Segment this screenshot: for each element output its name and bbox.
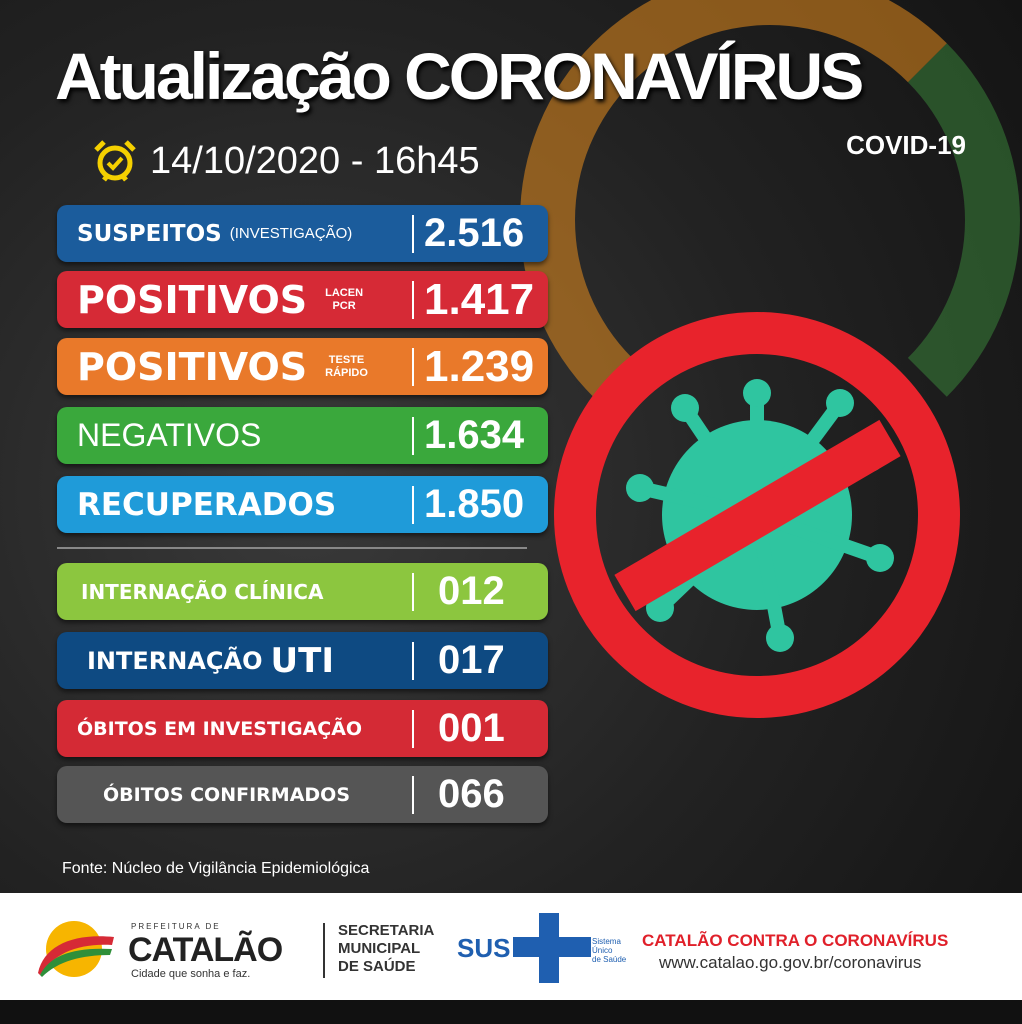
label: ÓBITOS CONFIRMADOS — [103, 783, 351, 806]
value: 1.417 — [424, 274, 535, 324]
sublabel: RÁPIDO — [325, 366, 368, 379]
sublabel: (INVESTIGAÇÃO) — [229, 225, 353, 242]
page-title: Atualização CORONAVÍRUS — [55, 39, 864, 113]
row-obitos-investigacao: ÓBITOS EM INVESTIGAÇÃO 001 — [57, 700, 548, 757]
label: NEGATIVOS — [77, 417, 262, 453]
slogan: Cidade que sonha e faz. — [131, 968, 251, 980]
alarm-clock-icon — [94, 140, 136, 182]
subtitle: COVID-19 — [846, 130, 966, 160]
value: 012 — [438, 569, 505, 613]
sublabel: TESTE — [328, 353, 365, 366]
sublabel: PCR — [332, 299, 356, 312]
prefeitura-label: PREFEITURA DE — [131, 922, 221, 931]
value: 066 — [438, 772, 505, 816]
update-datetime: 14/10/2020 - 16h45 — [150, 140, 480, 182]
value: 2.516 — [424, 211, 525, 255]
sublabel: LACEN — [325, 286, 364, 299]
label-uti: UTI — [270, 640, 334, 681]
label: RECUPERADOS — [77, 486, 337, 523]
divider — [57, 547, 527, 549]
website-link[interactable]: www.catalao.go.gov.br/coronavirus — [659, 953, 922, 972]
row-internacao-uti: INTERNAÇÃO UTI 017 — [57, 632, 548, 689]
bottom-bar — [0, 1000, 1022, 1024]
value: 1.634 — [424, 413, 525, 457]
city-name: CATALÃO — [128, 931, 283, 969]
row-obitos-confirmados: ÓBITOS CONFIRMADOS 066 — [57, 766, 548, 823]
label: POSITIVOS — [77, 344, 308, 389]
sus-label: SUS — [457, 933, 511, 963]
no-virus-icon — [554, 312, 960, 718]
sus-sub-label: Sistema Único de Saúde — [592, 937, 627, 964]
label: INTERNAÇÃO CLÍNICA — [81, 579, 324, 604]
label: POSITIVOS — [77, 277, 308, 322]
value: 017 — [438, 638, 505, 682]
catalao-logo-icon — [38, 921, 114, 977]
value: 001 — [438, 706, 505, 750]
footer: PREFEITURA DE CATALÃO Cidade que sonha e… — [0, 893, 1022, 1000]
source-note: Fonte: Núcleo de Vigilância Epidemiológi… — [62, 860, 370, 877]
row-negativos: NEGATIVOS 1.634 — [57, 407, 548, 464]
row-positivos-pcr: POSITIVOS LACEN PCR 1.417 — [57, 271, 548, 328]
campaign-label: CATALÃO CONTRA O CORONAVÍRUS — [642, 931, 949, 950]
row-suspeitos: SUSPEITOS (INVESTIGAÇÃO) 2.516 — [57, 205, 548, 262]
label: SUSPEITOS — [77, 220, 222, 247]
row-internacao-clinica: INTERNAÇÃO CLÍNICA 012 — [57, 563, 548, 620]
value: 1.239 — [424, 341, 535, 391]
row-positivos-rapido: POSITIVOS TESTE RÁPIDO 1.239 — [57, 338, 548, 395]
label: INTERNAÇÃO — [87, 646, 263, 675]
row-recuperados: RECUPERADOS 1.850 — [57, 476, 548, 533]
secretaria-label: SECRETARIA MUNICIPAL DE SAÚDE — [338, 922, 435, 975]
label: ÓBITOS EM INVESTIGAÇÃO — [77, 717, 363, 740]
value: 1.850 — [424, 482, 525, 526]
sus-cross-icon — [513, 913, 591, 983]
